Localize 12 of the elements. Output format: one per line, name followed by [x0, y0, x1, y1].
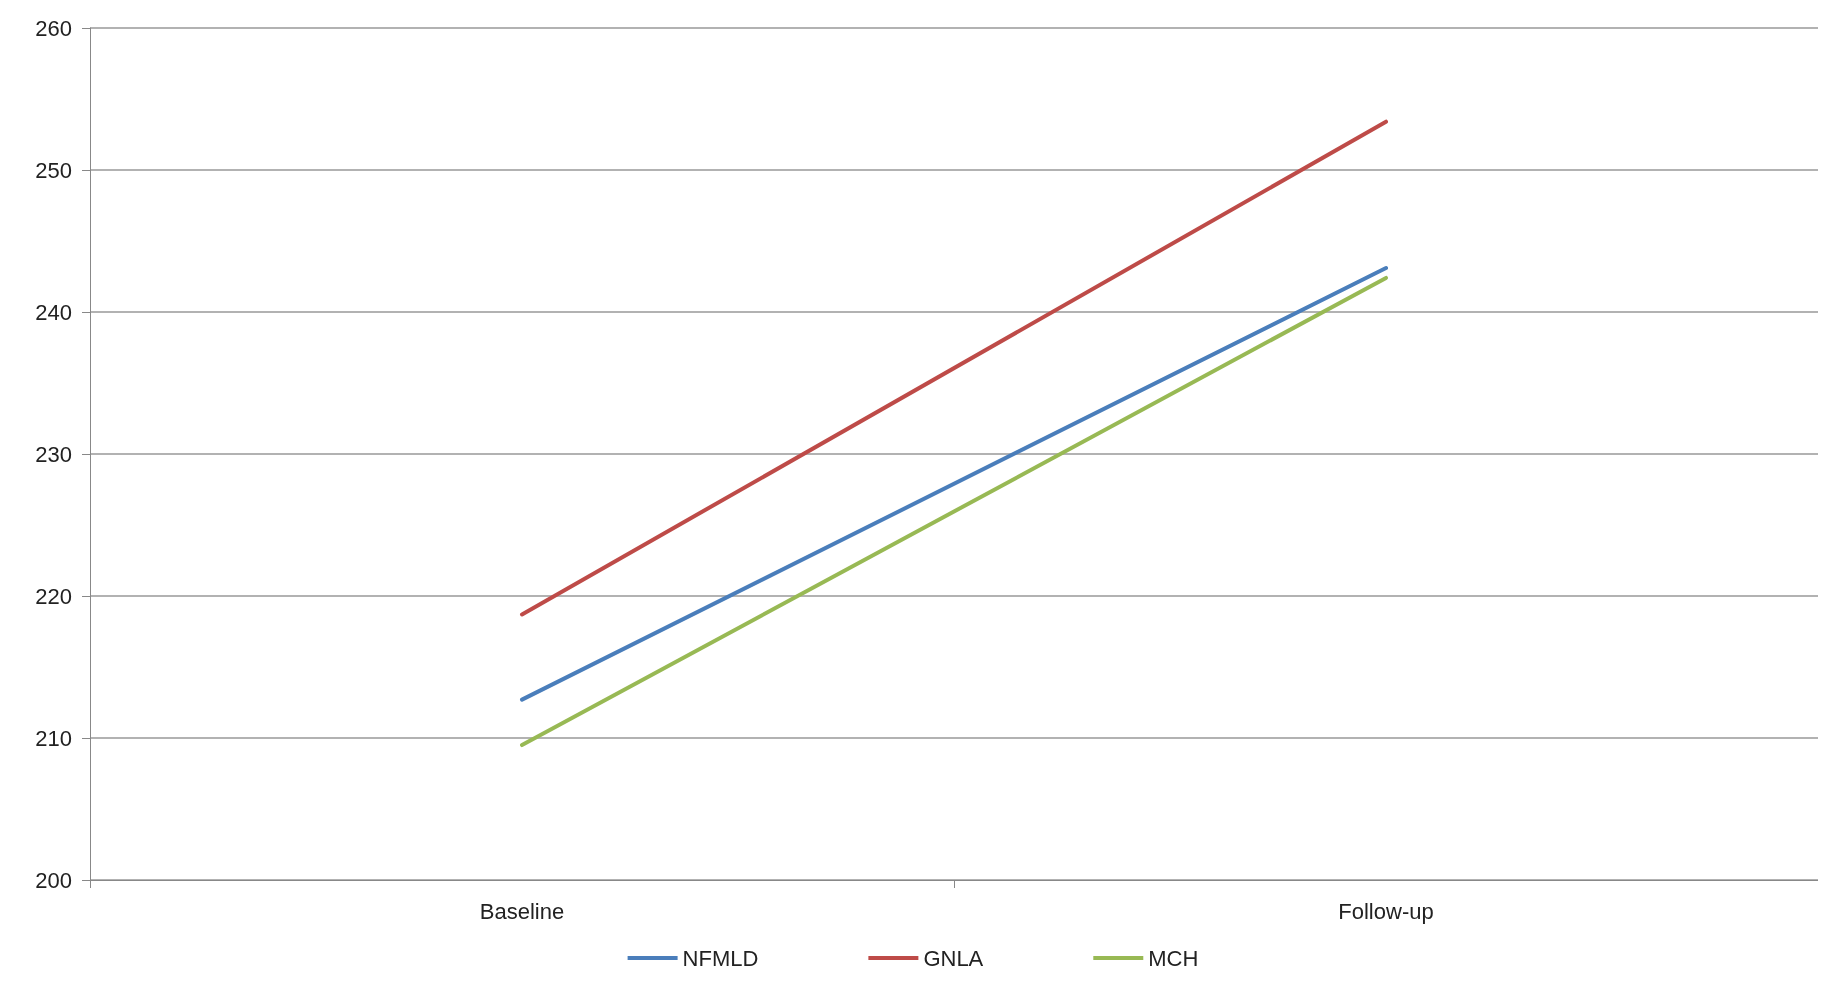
- y-tick-label: 230: [35, 441, 72, 467]
- x-tick-label: Follow-up: [1338, 898, 1434, 924]
- y-tick-label: 260: [35, 15, 72, 41]
- x-tick-label: Baseline: [479, 898, 565, 924]
- legend-label: NFMLD: [682, 945, 759, 971]
- legend-label: GNLA: [923, 945, 984, 971]
- y-tick-label: 220: [35, 583, 72, 609]
- y-tick-label: 210: [35, 725, 72, 751]
- y-tick-label: 240: [35, 299, 72, 325]
- y-tick-label: 250: [35, 157, 72, 183]
- y-tick-label: 200: [35, 867, 72, 893]
- legend-label: MCH: [1148, 945, 1199, 971]
